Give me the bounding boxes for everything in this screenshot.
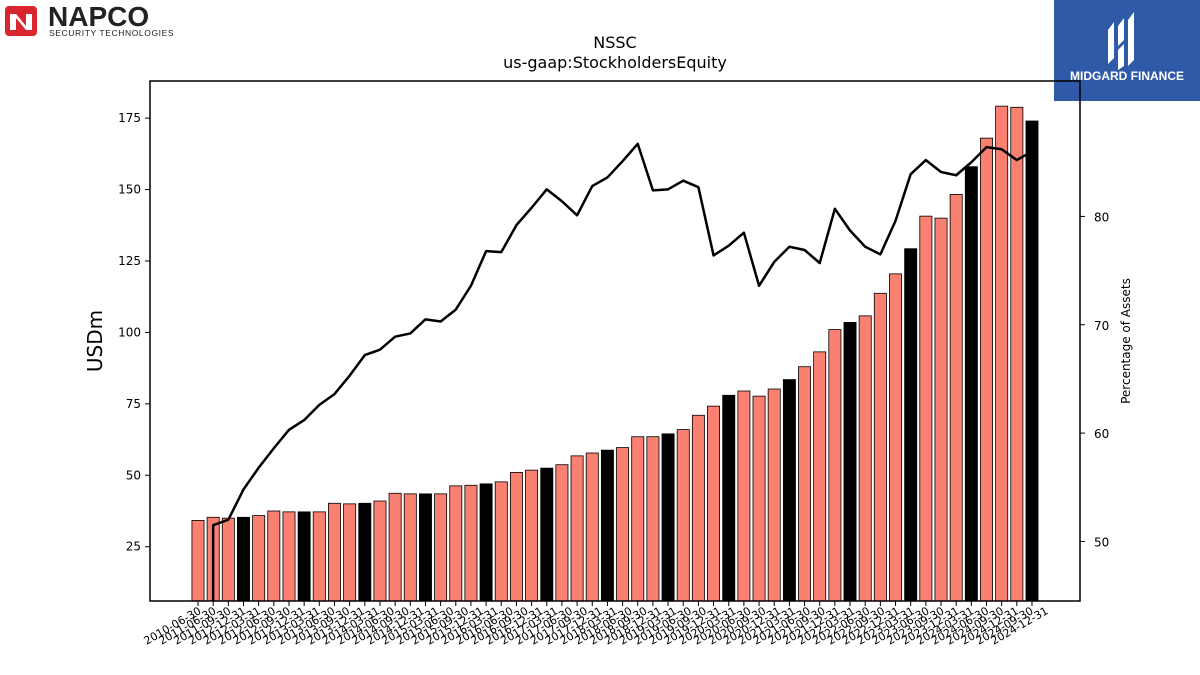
y-tick-label: 175 <box>118 111 141 125</box>
bar <box>418 493 432 602</box>
y2-axis-label: Percentage of Assets <box>1119 278 1133 404</box>
bar <box>828 329 842 602</box>
chart-title: NSSC <box>593 33 636 52</box>
bar <box>1010 106 1024 602</box>
bar <box>798 366 812 602</box>
bar <box>616 447 630 602</box>
y-tick-label: 100 <box>118 325 141 339</box>
bar <box>479 483 493 602</box>
midgard-mark-icon <box>1108 12 1134 70</box>
y2-tick-label: 60 <box>1094 427 1109 441</box>
bar <box>252 515 266 602</box>
y-axis-label: USDm <box>83 310 107 372</box>
y2-tick-label: 80 <box>1094 210 1109 224</box>
bar <box>858 315 872 602</box>
bar <box>358 502 372 602</box>
bar <box>980 137 993 602</box>
y2-axis-ticks: 50 60 70 80 <box>1080 210 1109 549</box>
bar <box>676 429 690 602</box>
napco-logo-text: NAPCO <box>48 4 149 32</box>
bar <box>873 292 887 602</box>
bar <box>813 351 827 602</box>
bar <box>722 394 736 602</box>
bar <box>570 455 584 602</box>
bar <box>919 215 933 602</box>
midgard-logo-graphic: MIDGARD FINANCE <box>1070 12 1184 83</box>
midgard-logo: MIDGARD FINANCE <box>1054 0 1200 101</box>
bar <box>889 273 902 602</box>
line-series <box>211 142 1033 601</box>
bar <box>373 500 387 602</box>
y-tick-label: 75 <box>126 397 141 411</box>
napco-logo-subtext: SECURITY TECHNOLOGIES <box>49 28 174 38</box>
bar <box>767 388 781 602</box>
napco-logo-graphic: NAPCO SECURITY TECHNOLOGIES <box>5 1 174 38</box>
bar <box>525 469 539 602</box>
chart-subtitle: us-gaap:StockholdersEquity <box>503 53 727 72</box>
bar <box>843 322 857 602</box>
bar <box>707 405 721 602</box>
y-tick-label: 150 <box>118 183 141 197</box>
bar <box>267 510 281 602</box>
bar <box>312 511 326 602</box>
bar <box>464 484 478 602</box>
bar <box>1025 120 1039 602</box>
bar <box>297 511 311 602</box>
bar <box>661 433 675 602</box>
bar-group <box>191 105 1039 602</box>
y-tick-label: 25 <box>126 540 141 554</box>
bar <box>237 516 250 602</box>
bar <box>646 436 660 602</box>
y2-tick-label: 50 <box>1094 535 1109 549</box>
y2-tick-label: 70 <box>1094 319 1109 333</box>
line-path <box>211 142 1033 601</box>
bar <box>737 390 751 602</box>
bar <box>540 467 554 602</box>
bar <box>631 436 645 602</box>
bar <box>585 452 599 602</box>
bar <box>555 464 569 602</box>
bar <box>600 449 614 602</box>
bar <box>328 502 341 602</box>
bar <box>509 472 523 602</box>
bar <box>782 379 796 602</box>
napco-logo: NAPCO SECURITY TECHNOLOGIES <box>4 1 214 40</box>
bar <box>434 493 448 602</box>
plot-frame <box>149 80 1081 602</box>
bar <box>995 105 1009 602</box>
bar <box>449 485 463 602</box>
bar <box>221 517 235 602</box>
y-tick-label: 125 <box>118 254 141 268</box>
bar <box>403 493 417 602</box>
y-tick-label: 50 <box>126 468 141 482</box>
bar <box>934 217 948 602</box>
bar <box>964 166 978 602</box>
bar <box>691 414 705 602</box>
bar <box>904 248 918 602</box>
x-axis-ticks: 2010-06-302011-06-302011-09-302012-12-31… <box>142 601 1051 648</box>
bar <box>282 511 296 602</box>
y-axis-ticks: 25 50 75 100 125 150 175 <box>118 111 150 554</box>
bar <box>191 520 205 602</box>
bar <box>949 194 963 602</box>
bar <box>494 481 508 602</box>
bar <box>343 503 357 602</box>
midgard-logo-text: MIDGARD FINANCE <box>1070 69 1184 83</box>
bar <box>752 395 766 602</box>
bar <box>388 492 402 602</box>
